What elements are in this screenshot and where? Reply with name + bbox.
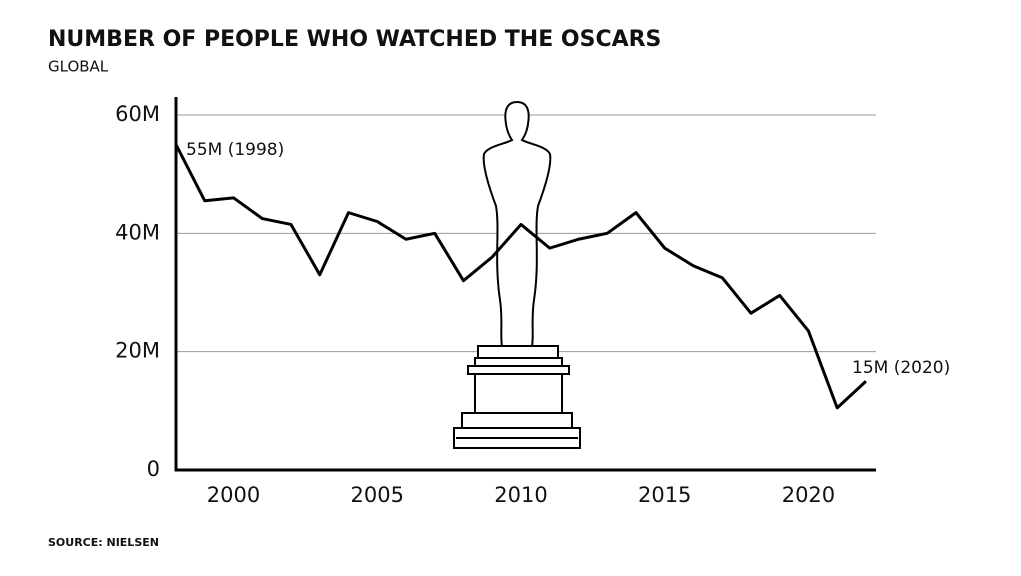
x-tick-label: 2005 xyxy=(351,483,404,507)
oscar-statue xyxy=(453,100,581,449)
y-tick-label: 40M xyxy=(115,220,160,244)
chart-subtitle: GLOBAL xyxy=(48,58,109,76)
plot xyxy=(174,143,867,410)
source: SOURCE: NIELSEN xyxy=(48,536,159,549)
x-tick-label: 2020 xyxy=(782,483,835,507)
x-tick-label: 2000 xyxy=(207,483,260,507)
chart-title: NUMBER OF PEOPLE WHO WATCHED THE OSCARS xyxy=(48,27,661,52)
x-tick-label: 2015 xyxy=(638,483,691,507)
y-tick-label: 20M xyxy=(115,339,160,363)
axis xyxy=(174,97,876,472)
y-tick-label: 60M xyxy=(115,102,160,126)
annotation: 55M (1998) xyxy=(186,140,284,160)
line xyxy=(174,143,867,410)
x-tick-label: 2010 xyxy=(494,483,547,507)
y-tick-label: 0 xyxy=(147,457,160,481)
annotation: 15M (2020) xyxy=(852,358,950,378)
